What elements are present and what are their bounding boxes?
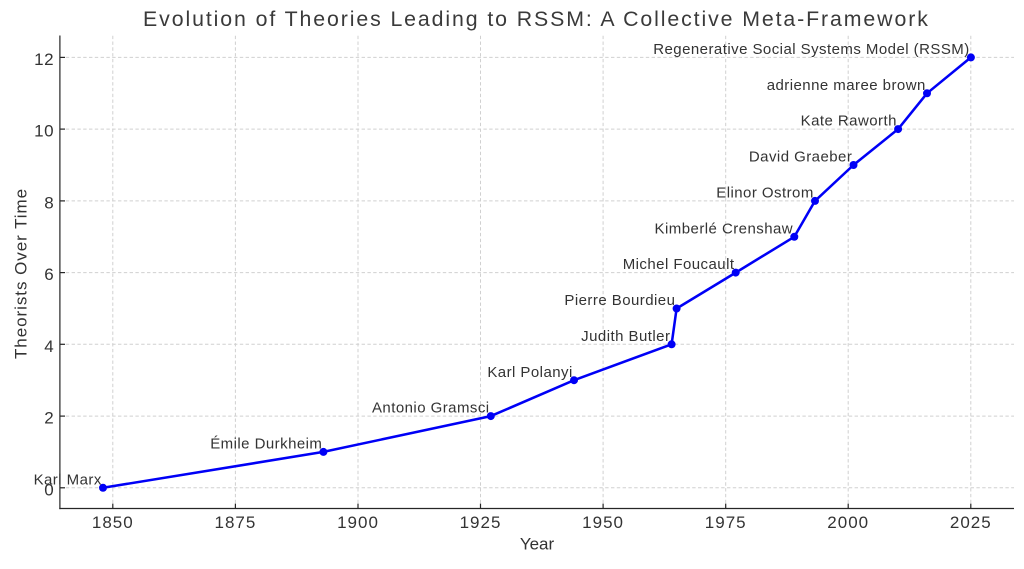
svg-text:1950: 1950 [582,513,624,532]
svg-text:Pierre Bourdieu: Pierre Bourdieu [564,292,675,309]
svg-text:Michel Foucault: Michel Foucault [623,256,735,273]
svg-text:1975: 1975 [705,513,747,532]
svg-text:0: 0 [44,480,54,499]
svg-text:Theorists Over Time: Theorists Over Time [12,188,31,359]
svg-text:12: 12 [34,50,54,69]
svg-text:David Graeber: David Graeber [749,149,852,166]
svg-text:10: 10 [34,122,54,141]
svg-text:Evolution of Theories Leading: Evolution of Theories Leading to RSSM: A… [143,7,930,31]
svg-text:1875: 1875 [214,513,256,532]
svg-text:1925: 1925 [460,513,502,532]
svg-text:Karl Polanyi: Karl Polanyi [487,364,572,381]
svg-text:2000: 2000 [827,513,869,532]
svg-text:2025: 2025 [950,513,992,532]
svg-text:2: 2 [44,409,54,428]
svg-text:Kate Raworth: Kate Raworth [801,113,897,130]
svg-text:Antonio Gramsci: Antonio Gramsci [372,400,490,417]
svg-text:1900: 1900 [337,513,379,532]
svg-text:6: 6 [44,265,54,284]
svg-text:8: 8 [44,193,54,212]
svg-text:Regenerative Social Systems Mo: Regenerative Social Systems Model (RSSM) [653,41,969,58]
svg-text:Kimberlé Crenshaw: Kimberlé Crenshaw [655,220,794,237]
svg-text:4: 4 [44,337,54,356]
svg-text:Judith Butler: Judith Butler [581,328,670,345]
svg-text:adrienne maree brown: adrienne maree brown [767,77,926,94]
svg-text:Elinor Ostrom: Elinor Ostrom [716,185,814,202]
svg-text:Karl Marx: Karl Marx [34,471,102,488]
svg-text:Year: Year [520,535,555,554]
svg-text:Émile Durkheim: Émile Durkheim [210,436,322,453]
svg-text:1850: 1850 [92,513,134,532]
